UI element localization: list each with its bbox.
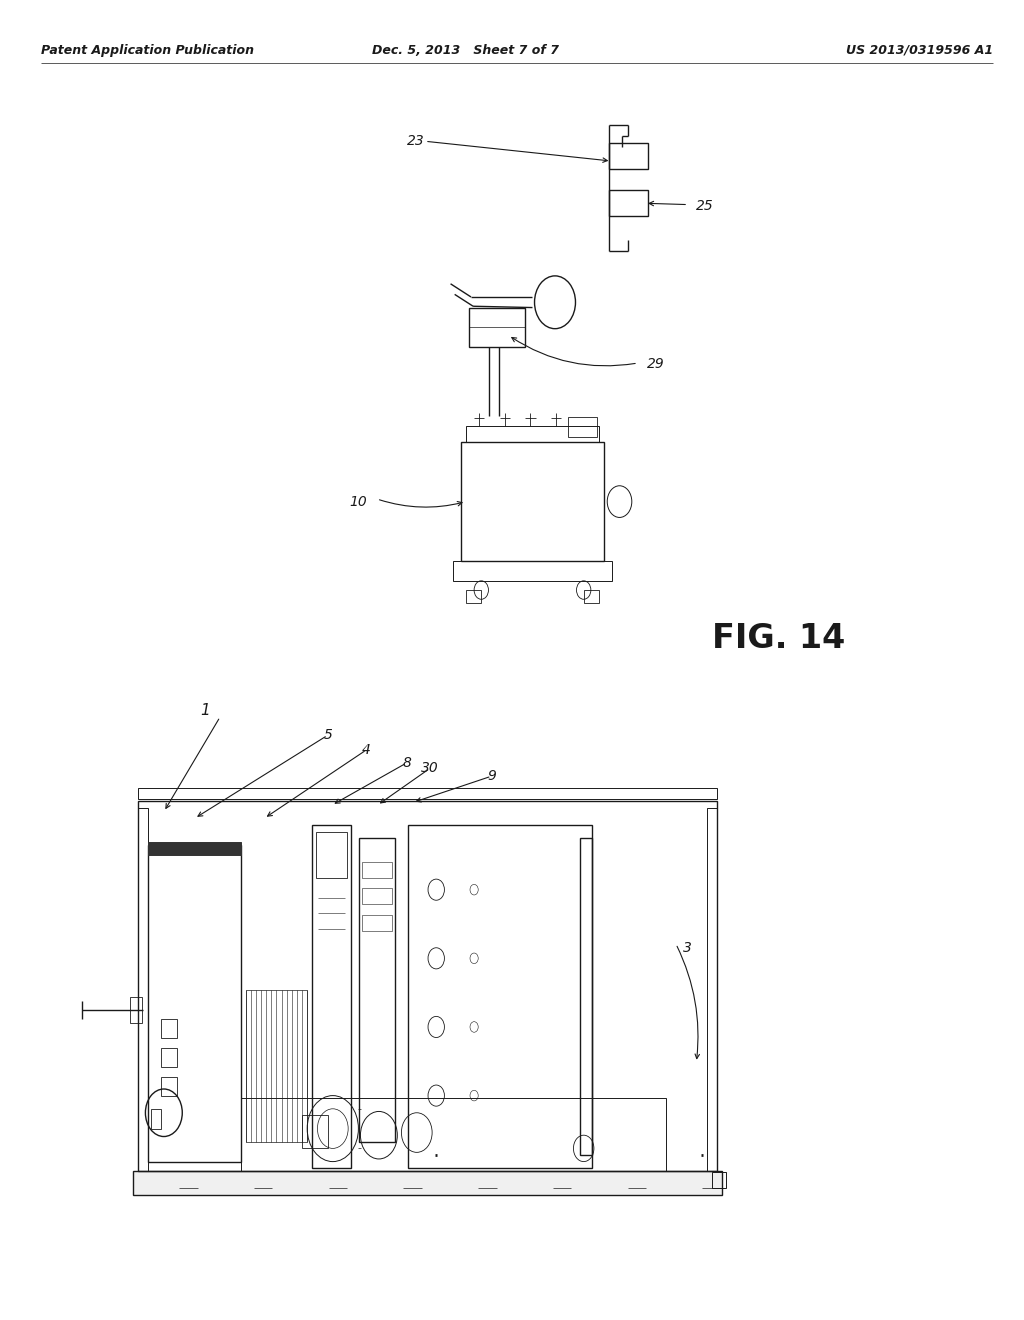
Text: 25: 25 [696, 199, 714, 213]
Text: US 2013/0319596 A1: US 2013/0319596 A1 [846, 44, 993, 57]
Bar [609, 143, 648, 169]
Bar [133, 1171, 722, 1195]
Bar [580, 838, 592, 1155]
Text: 30: 30 [421, 762, 439, 775]
Bar [302, 1115, 328, 1148]
Text: 9: 9 [487, 770, 496, 783]
Bar [712, 1172, 726, 1188]
Text: 1: 1 [200, 702, 210, 718]
Bar [151, 1109, 161, 1129]
Bar [408, 825, 592, 1168]
Bar [312, 825, 351, 1168]
Text: 3: 3 [683, 941, 692, 954]
Bar [161, 1019, 177, 1038]
Text: 10: 10 [349, 495, 367, 508]
Text: 4: 4 [362, 743, 371, 756]
Bar [241, 1098, 666, 1171]
Bar [161, 1048, 177, 1067]
Bar [316, 832, 347, 878]
Text: FIG. 14: FIG. 14 [712, 623, 845, 656]
Bar [138, 808, 148, 1171]
Bar [362, 888, 392, 904]
Bar [138, 801, 717, 1171]
Text: 8: 8 [402, 756, 411, 770]
Text: 29: 29 [647, 358, 665, 371]
Bar [584, 590, 599, 603]
Bar [246, 990, 307, 1142]
Text: 5: 5 [324, 729, 332, 742]
Bar [461, 442, 604, 561]
Bar [609, 190, 648, 216]
Bar [568, 417, 597, 437]
Bar [161, 1077, 177, 1096]
Bar [466, 590, 481, 603]
Bar [362, 915, 392, 931]
Bar [138, 788, 717, 799]
Bar [466, 426, 599, 442]
Bar [362, 862, 392, 878]
Bar [130, 997, 142, 1023]
Bar [148, 845, 241, 1162]
Text: Dec. 5, 2013   Sheet 7 of 7: Dec. 5, 2013 Sheet 7 of 7 [373, 44, 559, 57]
Text: Patent Application Publication: Patent Application Publication [41, 44, 254, 57]
Bar [148, 842, 241, 855]
Bar [469, 308, 525, 347]
Bar [707, 808, 717, 1171]
Text: 23: 23 [408, 135, 425, 148]
Bar [453, 561, 612, 581]
Bar [359, 838, 395, 1142]
